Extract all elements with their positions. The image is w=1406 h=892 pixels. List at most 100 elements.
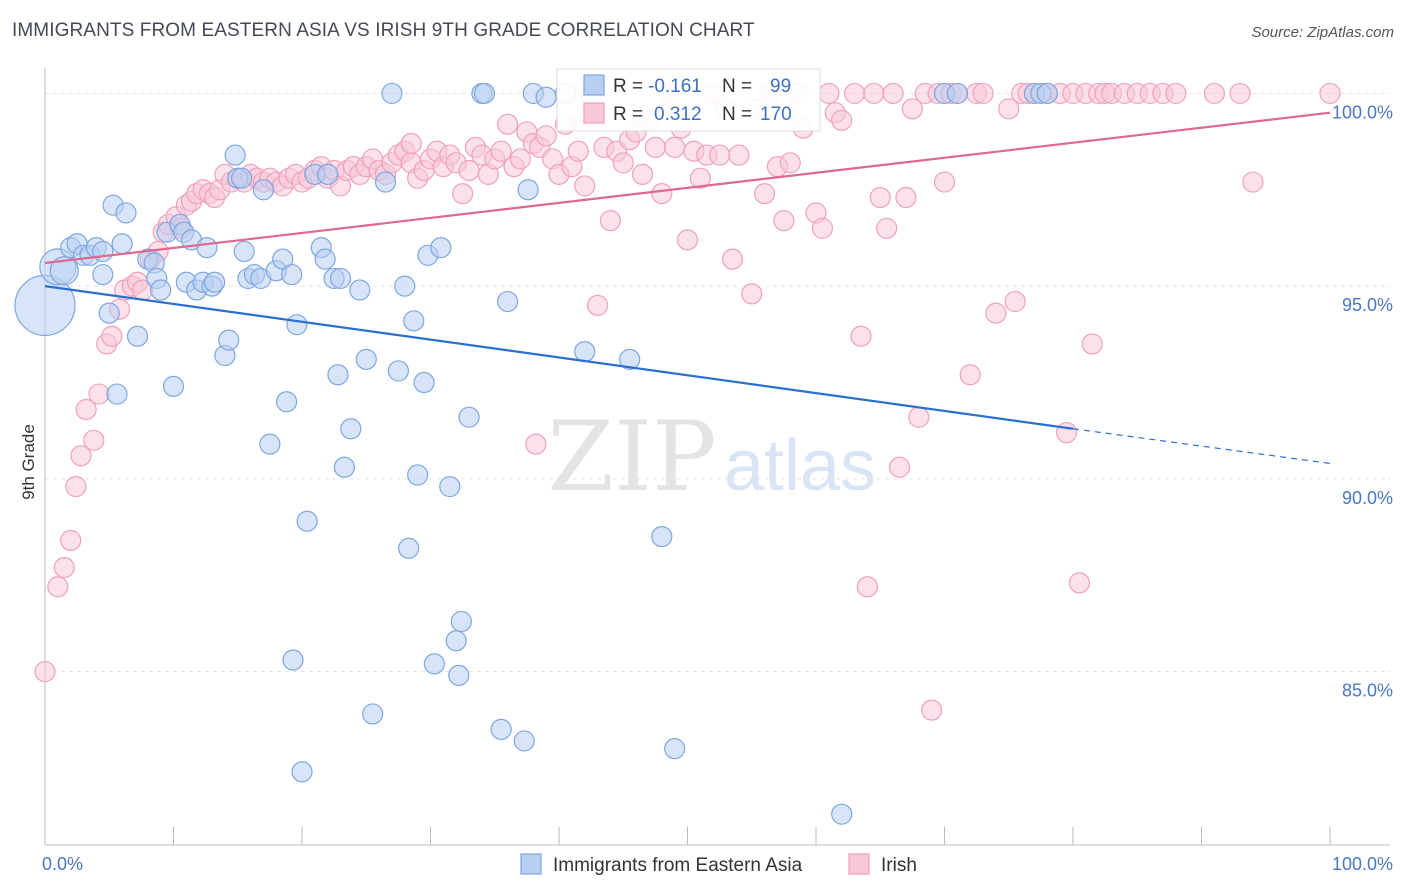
irish-point	[721, 248, 744, 270]
eastern-asia-point	[513, 730, 535, 752]
y-tick-label: 95.0%	[1342, 295, 1393, 315]
eastern-asia-point	[574, 341, 596, 363]
irish-point	[1242, 171, 1264, 193]
axes	[44, 68, 1390, 846]
irish-point	[509, 148, 532, 170]
eastern-asia-point	[517, 179, 539, 201]
irish-point	[741, 283, 763, 305]
irish-point	[525, 433, 547, 455]
eastern-asia-point	[362, 703, 384, 725]
irish-trend-line	[44, 111, 1331, 265]
eastern-asia-point	[1036, 82, 1058, 105]
eastern-asia-trend-extension	[1072, 428, 1331, 465]
eastern-asia-point	[106, 383, 128, 405]
stats-r-label-2: R =	[613, 104, 643, 125]
irish-point	[882, 82, 904, 105]
irish-point	[53, 556, 75, 579]
y-tick-label: 90.0%	[1342, 488, 1393, 508]
eastern-asia-point	[291, 761, 313, 783]
legend-label-irish: Irish	[881, 855, 917, 876]
irish-point	[586, 294, 609, 317]
irish-point	[843, 82, 866, 105]
irish-point	[574, 175, 596, 197]
irish-point	[959, 364, 981, 386]
x-tick-label: 100.0%	[1332, 854, 1393, 874]
eastern-asia-point	[497, 290, 519, 313]
trend-lines	[44, 111, 1331, 465]
irish-point	[60, 529, 82, 552]
irish-point	[1165, 82, 1187, 105]
stats-r-value-2: 0.312	[654, 104, 702, 125]
irish-point	[34, 660, 56, 683]
tick-labels: 100.0% 95.0% 90.0% 85.0% 0.0% 100.0%	[42, 102, 1393, 874]
eastern-asia-point	[204, 271, 226, 293]
irish-point	[1004, 290, 1026, 313]
eastern-asia-point	[196, 236, 218, 259]
eastern-asia-point	[946, 82, 968, 105]
irish-point	[70, 445, 92, 467]
eastern-asia-point	[224, 144, 246, 166]
eastern-asia-point	[387, 360, 409, 382]
irish-point	[831, 109, 853, 131]
eastern-asia-point	[340, 418, 362, 440]
eastern-asia-point	[831, 803, 853, 825]
irish-point	[773, 210, 795, 232]
eastern-asia-point	[473, 82, 496, 105]
eastern-asia-point	[111, 233, 133, 255]
eastern-asia-point	[333, 456, 356, 478]
eastern-asia-point	[314, 248, 336, 270]
irish-point	[818, 82, 840, 105]
irish-point	[567, 140, 589, 162]
irish-point	[689, 167, 711, 189]
eastern-asia-point	[126, 325, 149, 347]
eastern-asia-point	[275, 391, 298, 413]
irish-point	[1203, 82, 1225, 105]
irish-point	[47, 576, 69, 598]
eastern-asia-point	[619, 348, 641, 370]
irish-point	[863, 82, 885, 105]
y-axis-label: 9th Grade	[19, 424, 38, 500]
irish-point	[599, 210, 622, 232]
stats-swatch-pink	[583, 102, 605, 124]
irish-point	[497, 113, 519, 135]
irish-point	[644, 136, 666, 158]
stats-box: R = -0.161 N = 99 R = 0.312 N = 170	[556, 68, 821, 132]
irish-point	[888, 456, 911, 478]
watermark-atlas: atlas	[724, 426, 876, 506]
eastern-asia-point	[394, 275, 416, 297]
eastern-asia-trend-line	[44, 285, 1074, 430]
irish-point	[779, 152, 801, 174]
eastern-asia-point	[664, 738, 686, 760]
eastern-asia-point	[281, 263, 303, 286]
eastern-asia-point	[490, 718, 512, 740]
irish-point	[901, 98, 923, 120]
eastern-asia-point	[407, 464, 429, 486]
eastern-asia-point	[150, 279, 172, 301]
watermark-zip: ZIP	[547, 401, 716, 513]
eastern-asia-point	[259, 433, 281, 455]
irish-point	[869, 186, 891, 209]
eastern-asia-point	[448, 664, 470, 687]
eastern-asia-point	[374, 171, 397, 193]
legend: Immigrants from Eastern Asia Irish	[520, 853, 917, 876]
eastern-asia-point	[92, 263, 114, 286]
eastern-asia-point	[413, 371, 435, 394]
irish-point	[728, 144, 750, 166]
irish-point	[1068, 572, 1091, 594]
irish-point	[490, 140, 512, 162]
source-label: Source: ZipAtlas.com	[1251, 24, 1394, 41]
eastern-asia-point	[445, 630, 467, 652]
eastern-asia-point	[317, 163, 339, 185]
legend-swatch-irish	[848, 853, 870, 875]
irish-point	[676, 229, 699, 251]
irish-point	[1055, 421, 1078, 444]
irish-point	[535, 125, 557, 147]
eastern-asia-point	[218, 329, 240, 351]
irish-point	[452, 183, 474, 205]
irish-point	[985, 302, 1007, 324]
legend-label-eastern-asia: Immigrants from Eastern Asia	[553, 855, 803, 876]
eastern-asia-point	[252, 179, 275, 201]
y-tick-label: 85.0%	[1342, 681, 1393, 701]
eastern-asia-point	[355, 348, 377, 370]
